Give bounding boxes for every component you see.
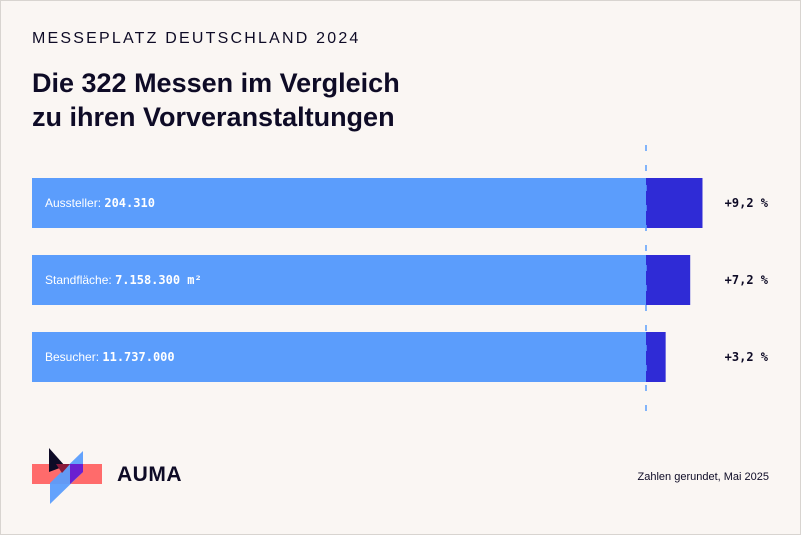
footnote: Zahlen gerundet, Mai 2025 xyxy=(637,471,769,483)
brand-name: AUMA xyxy=(117,463,182,486)
growth-label-2: +3,2 % xyxy=(725,350,769,364)
growth-label-1: +7,2 % xyxy=(725,273,769,287)
bar-base-0 xyxy=(32,178,646,228)
bar-label-1: Standfläche: 7.158.300 m² xyxy=(45,273,202,287)
bar-growth-1 xyxy=(646,255,691,305)
title-line-2: zu ihren Vorveranstaltungen xyxy=(32,102,395,132)
kicker: MESSEPLATZ DEUTSCHLAND 2024 xyxy=(32,30,361,47)
bar-label-2: Besucher: 11.737.000 xyxy=(45,350,175,364)
bar-label-0: Aussteller: 204.310 xyxy=(45,196,155,210)
bar-base-1 xyxy=(32,255,646,305)
bar-base-2 xyxy=(32,332,646,382)
title-line-1: Die 322 Messen im Vergleich xyxy=(32,68,400,98)
bar-growth-0 xyxy=(646,178,703,228)
bar-growth-2 xyxy=(646,332,666,382)
auma-logo-icon xyxy=(32,448,102,504)
growth-label-0: +9,2 % xyxy=(725,196,769,210)
chart-title: Die 322 Messen im Vergleich zu ihren Vor… xyxy=(32,66,400,134)
